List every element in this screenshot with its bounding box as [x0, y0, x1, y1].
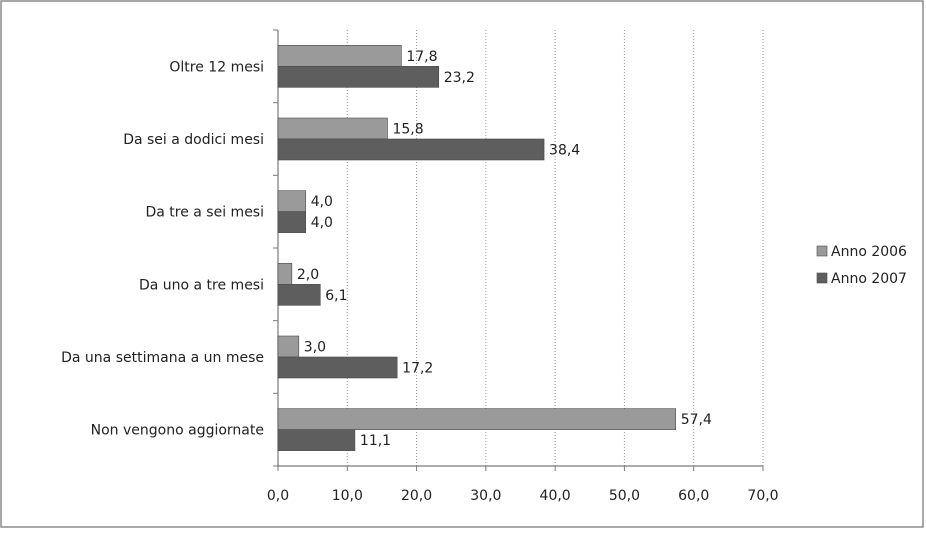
- legend: Anno 2006 Anno 2007: [816, 244, 907, 287]
- bar-anno-2007: [277, 429, 356, 451]
- data-label: 23,2: [444, 70, 475, 86]
- bar-anno-2007: [277, 211, 307, 233]
- x-tick-label: 10,0: [332, 488, 363, 504]
- data-labels: 17,8 23,2 15,8 38,4 4,0 4,0 2,0 6,1 3,0 17,2 57,4 1…: [297, 49, 712, 449]
- data-label: 2,0: [297, 267, 319, 283]
- x-tick-label: 60,0: [678, 488, 709, 504]
- bar-anno-2007: [277, 138, 545, 161]
- x-tick-label: 70,0: [747, 488, 778, 504]
- axes: [273, 29, 764, 471]
- x-tick-label: 0,0: [267, 488, 289, 504]
- data-label: 15,8: [392, 122, 423, 138]
- bar-anno-2006: [277, 117, 388, 140]
- category-labels: Oltre 12 mesi Da sei a dodici mesi Da tre …: [61, 59, 264, 438]
- data-label: 4,0: [311, 194, 333, 210]
- data-label: 11,1: [360, 433, 391, 449]
- data-label: 38,4: [549, 143, 580, 159]
- data-label: 57,4: [681, 412, 712, 428]
- category-label: Non vengono aggiornate: [91, 423, 264, 439]
- data-label: 17,2: [402, 361, 433, 377]
- category-label: Da una settimana a un mese: [61, 350, 264, 366]
- bar-anno-2007: [277, 66, 440, 88]
- data-label: 3,0: [304, 340, 326, 356]
- category-label: Da uno a tre mesi: [139, 277, 264, 293]
- legend-label: Anno 2007: [831, 271, 907, 287]
- x-tick-label: 50,0: [609, 488, 640, 504]
- category-label: Oltre 12 mesi: [169, 59, 264, 75]
- gridlines: [346, 30, 764, 466]
- bar-anno-2006: [277, 45, 402, 67]
- x-tick-label: 30,0: [470, 488, 501, 504]
- legend-label: Anno 2006: [831, 244, 907, 260]
- bar-anno-2006: [277, 408, 677, 430]
- bar-anno-2007: [277, 284, 321, 306]
- x-tick-label: 40,0: [540, 488, 571, 504]
- bars: [277, 45, 677, 451]
- bar-anno-2006: [277, 190, 307, 212]
- legend-swatch: [816, 272, 828, 284]
- data-label: 4,0: [311, 215, 333, 231]
- legend-swatch: [816, 245, 828, 257]
- bar-anno-2006: [277, 263, 293, 285]
- category-label: Da tre a sei mesi: [145, 205, 264, 221]
- x-tick-label: 20,0: [401, 488, 432, 504]
- data-label: 6,1: [325, 288, 347, 304]
- x-tick-labels: 0,0 10,0 20,0 30,0 40,0 50,0 60,0 70,0: [267, 488, 779, 504]
- data-label: 17,8: [406, 49, 437, 65]
- bar-anno-2006: [277, 335, 300, 358]
- category-label: Da sei a dodici mesi: [123, 132, 264, 148]
- bar-anno-2007: [277, 356, 398, 379]
